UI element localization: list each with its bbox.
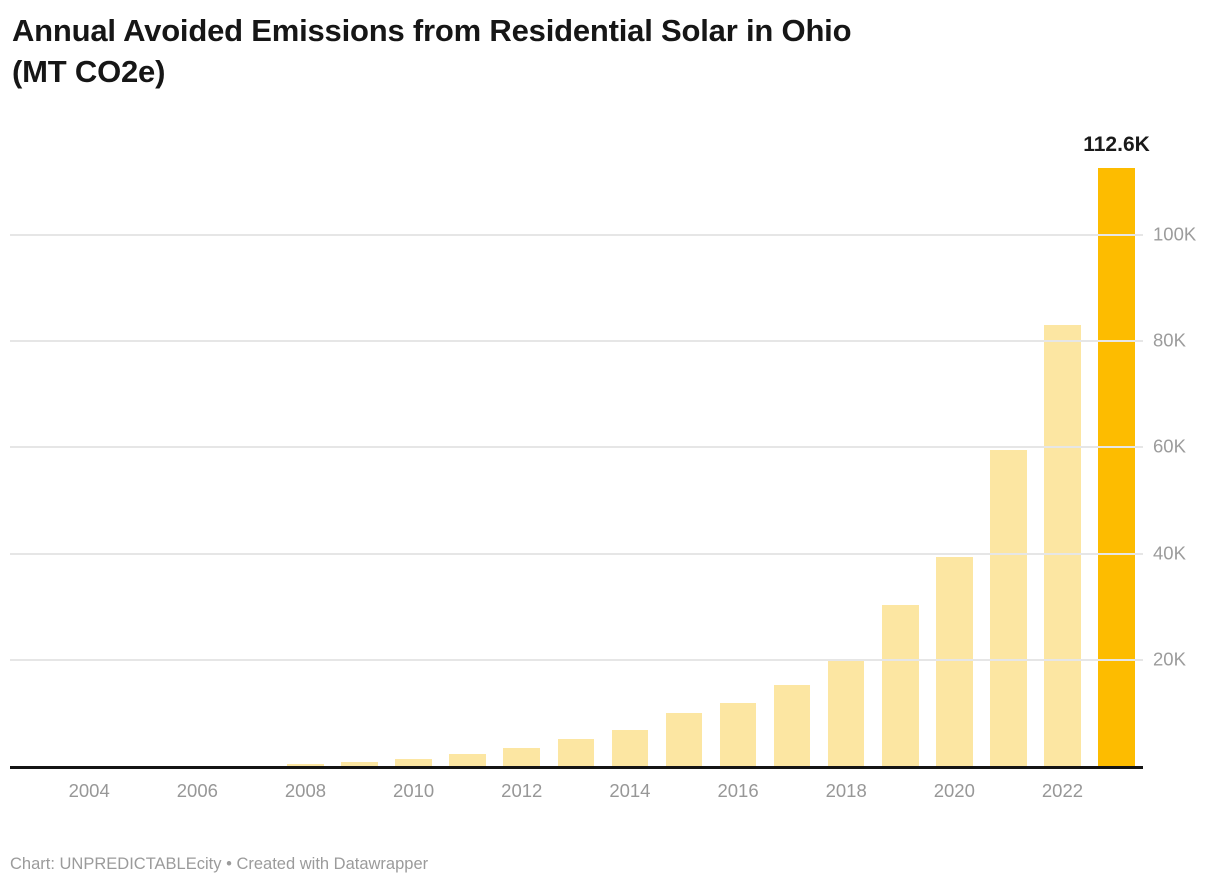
y-axis-label-20k: 20K	[1153, 648, 1186, 670]
chart-title-line-2: (MT CO2e)	[12, 54, 166, 89]
bar-2020[interactable]	[936, 556, 973, 766]
bar-value-label: 112.6K	[1083, 132, 1150, 156]
gridline-80k	[10, 340, 1143, 342]
x-axis-label-2008: 2008	[284, 780, 327, 801]
y-axis-label-100k: 100K	[1153, 223, 1197, 245]
bar-2010[interactable]	[395, 759, 432, 766]
x-axis-label-2004: 2004	[68, 780, 110, 801]
y-axis-label-80k: 80K	[1153, 329, 1186, 351]
x-axis-label-2022: 2022	[1041, 780, 1084, 801]
x-axis-label-2006: 2006	[176, 780, 218, 801]
bar-2021[interactable]	[990, 450, 1027, 766]
bar-2019[interactable]	[881, 604, 919, 766]
bar-2018[interactable]	[827, 660, 865, 766]
x-axis-label-2020: 2020	[933, 780, 975, 801]
gridline-100k	[10, 233, 1143, 236]
bar-2016[interactable]	[719, 702, 757, 766]
bar-2008[interactable]	[287, 763, 324, 766]
y-axis-label-60k: 60K	[1153, 435, 1186, 457]
y-axis-label-40k: 40K	[1153, 541, 1186, 563]
bar-2017[interactable]	[773, 685, 811, 766]
x-axis-label-2018: 2018	[825, 780, 867, 801]
footer-separator: •	[221, 855, 237, 873]
bar-2022[interactable]	[1044, 324, 1081, 766]
gridline-60k	[10, 446, 1143, 449]
footer-credit-link[interactable]: Created with Datawrapper	[236, 855, 429, 873]
bar-2011[interactable]	[449, 754, 486, 766]
chart-title: Annual Avoided Emissions from Residentia…	[12, 10, 1202, 92]
bar-2009[interactable]	[341, 761, 378, 766]
x-axis-label-2014: 2014	[609, 780, 651, 801]
chart-title-line-1: Annual Avoided Emissions from Residentia…	[12, 13, 852, 48]
bar-2012[interactable]	[503, 747, 541, 766]
bar-2013[interactable]	[557, 739, 595, 766]
footer-attribution: Chart: UNPREDICTABLEcity	[10, 855, 222, 873]
bar-2023[interactable]	[1098, 167, 1135, 766]
x-axis-label-2012: 2012	[501, 780, 543, 801]
x-axis-line	[10, 766, 1143, 769]
x-axis-label-2010: 2010	[393, 780, 435, 801]
chart-footer: Chart: UNPREDICTABLEcity • Created with …	[10, 855, 428, 874]
bar-2014[interactable]	[611, 730, 649, 766]
gridline-20k	[10, 658, 1143, 661]
bar-2015[interactable]	[665, 713, 703, 766]
gridline-40k	[10, 552, 1143, 555]
x-axis-label-2016: 2016	[717, 780, 759, 801]
